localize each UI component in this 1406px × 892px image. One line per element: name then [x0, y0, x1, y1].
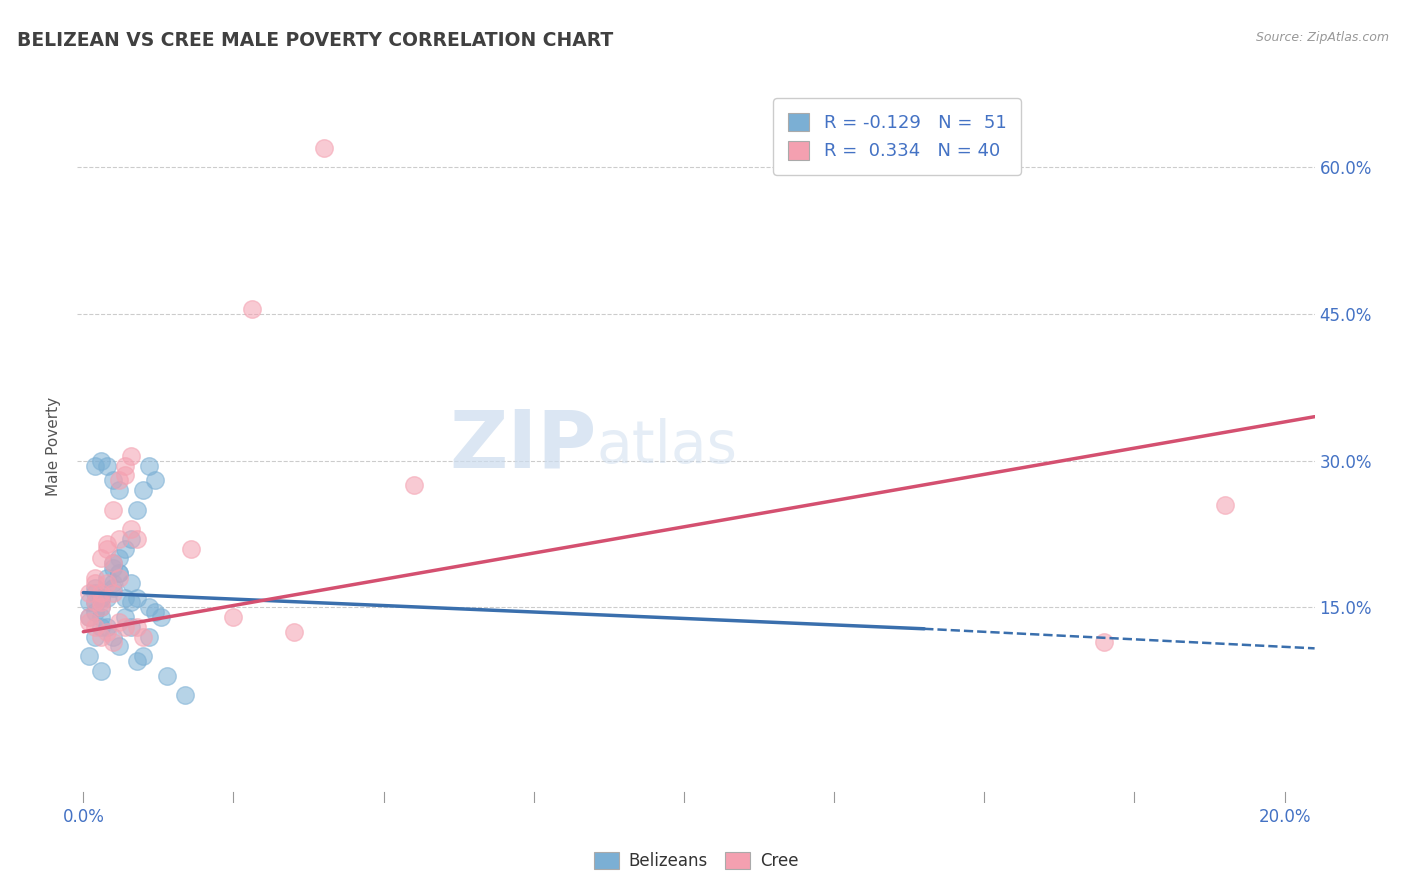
Point: [402, 478, 425, 492]
Point: [108, 615, 131, 629]
Point: [84, 630, 107, 644]
Point: [138, 458, 160, 473]
Point: [138, 630, 160, 644]
Point: [79, 649, 101, 664]
Point: [108, 640, 131, 654]
Point: [96, 620, 118, 634]
Point: [90, 664, 112, 678]
Point: [90, 591, 112, 605]
Point: [1092, 634, 1115, 648]
Point: [114, 591, 136, 605]
Point: [96, 575, 118, 590]
Point: [145, 605, 167, 619]
Text: Source: ZipAtlas.com: Source: ZipAtlas.com: [1256, 31, 1389, 45]
Point: [79, 615, 101, 629]
Point: [222, 610, 245, 624]
Point: [127, 654, 149, 668]
Point: [103, 473, 125, 487]
Point: [103, 630, 125, 644]
Point: [103, 634, 125, 648]
Point: [174, 688, 197, 702]
Point: [79, 585, 101, 599]
Point: [103, 585, 125, 599]
Point: [120, 575, 142, 590]
Point: [127, 532, 149, 546]
Point: [90, 585, 112, 599]
Point: [120, 449, 142, 463]
Text: BELIZEAN VS CREE MALE POVERTY CORRELATION CHART: BELIZEAN VS CREE MALE POVERTY CORRELATIO…: [17, 31, 613, 50]
Point: [79, 610, 101, 624]
Point: [108, 473, 131, 487]
Point: [79, 595, 101, 609]
Point: [103, 557, 125, 571]
Point: [103, 502, 125, 516]
Point: [108, 551, 131, 566]
Point: [127, 591, 149, 605]
Point: [114, 458, 136, 473]
Point: [96, 571, 118, 585]
Point: [103, 561, 125, 575]
Point: [96, 624, 118, 639]
Point: [132, 649, 155, 664]
Point: [96, 537, 118, 551]
Point: [90, 600, 112, 615]
Point: [96, 591, 118, 605]
Point: [84, 620, 107, 634]
Point: [90, 591, 112, 605]
Point: [120, 522, 142, 536]
Point: [120, 532, 142, 546]
Point: [120, 620, 142, 634]
Point: [84, 571, 107, 585]
Point: [283, 624, 305, 639]
Point: [108, 566, 131, 580]
Point: [90, 453, 112, 467]
Point: [108, 571, 131, 585]
Point: [156, 669, 179, 683]
Point: [108, 483, 131, 497]
Point: [90, 600, 112, 615]
Point: [84, 595, 107, 609]
Point: [108, 532, 131, 546]
Point: [90, 595, 112, 609]
Point: [145, 473, 167, 487]
Point: [90, 610, 112, 624]
Text: ZIP: ZIP: [450, 407, 598, 485]
Point: [127, 502, 149, 516]
Point: [150, 610, 173, 624]
Point: [120, 595, 142, 609]
Point: [103, 575, 125, 590]
Point: [132, 483, 155, 497]
Point: [138, 600, 160, 615]
Point: [103, 557, 125, 571]
Point: [84, 581, 107, 595]
Point: [312, 141, 335, 155]
Point: [84, 585, 107, 599]
Legend: Belizeans, Cree: Belizeans, Cree: [588, 845, 804, 877]
Point: [114, 610, 136, 624]
Point: [1213, 498, 1236, 512]
Point: [180, 541, 202, 556]
Point: [84, 575, 107, 590]
Point: [127, 620, 149, 634]
Point: [108, 566, 131, 580]
Point: [240, 302, 263, 317]
Text: atlas: atlas: [598, 417, 738, 475]
Point: [114, 541, 136, 556]
Point: [90, 620, 112, 634]
Point: [79, 610, 101, 624]
Point: [96, 458, 118, 473]
Point: [90, 551, 112, 566]
Point: [132, 630, 155, 644]
Point: [114, 620, 136, 634]
Point: [84, 458, 107, 473]
Point: [90, 630, 112, 644]
Point: [84, 605, 107, 619]
Point: [96, 541, 118, 556]
Point: [103, 581, 125, 595]
Point: [84, 595, 107, 609]
Point: [114, 468, 136, 483]
Y-axis label: Male Poverty: Male Poverty: [46, 396, 62, 496]
